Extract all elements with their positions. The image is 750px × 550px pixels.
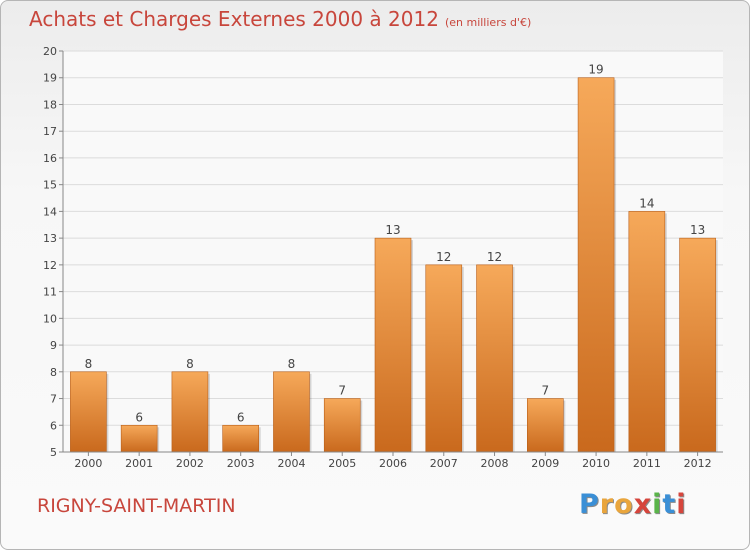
y-tick-label: 14 bbox=[43, 205, 57, 218]
x-tick-label: 2005 bbox=[328, 457, 356, 470]
logo-letter: i bbox=[652, 489, 663, 520]
y-tick-label: 13 bbox=[43, 232, 57, 245]
bar-2004 bbox=[273, 371, 310, 453]
x-tick-label: 2003 bbox=[227, 457, 255, 470]
x-tick-label: 2009 bbox=[531, 457, 559, 470]
y-tick-label: 12 bbox=[43, 259, 57, 272]
data-label: 14 bbox=[639, 196, 654, 210]
x-tick-label: 2011 bbox=[633, 457, 661, 470]
bar-2002 bbox=[171, 371, 209, 453]
y-tick-label: 7 bbox=[50, 393, 57, 406]
y-tick-label: 5 bbox=[50, 446, 57, 459]
x-tick-label: 2008 bbox=[481, 457, 509, 470]
bar-2010 bbox=[577, 77, 615, 453]
x-tick-label: 2000 bbox=[74, 457, 102, 470]
bar-2000 bbox=[70, 371, 107, 453]
y-tick-label: 20 bbox=[43, 45, 57, 58]
bar-2008 bbox=[476, 264, 513, 453]
bars: 8 6 8 6 8 7 13 12 12 7 19 14 13 bbox=[70, 63, 718, 453]
y-tick-label: 8 bbox=[50, 366, 57, 379]
y-tick-label: 18 bbox=[43, 98, 57, 111]
proxiti-logo: Proxiti bbox=[579, 489, 687, 520]
data-label: 7 bbox=[338, 384, 346, 398]
y-tick-label: 6 bbox=[50, 419, 57, 432]
x-tick-label: 2004 bbox=[277, 457, 305, 470]
y-tick-label: 10 bbox=[43, 312, 57, 325]
location-label: RIGNY-SAINT-MARTIN bbox=[37, 495, 236, 517]
data-label: 19 bbox=[588, 63, 603, 77]
data-label: 8 bbox=[186, 357, 194, 371]
data-label: 12 bbox=[487, 250, 502, 264]
bar-2001 bbox=[120, 424, 158, 453]
y-tick-label: 15 bbox=[43, 179, 57, 192]
y-tick-label: 9 bbox=[50, 339, 57, 352]
x-tick-label: 2001 bbox=[125, 457, 153, 470]
data-label: 6 bbox=[237, 410, 245, 424]
x-tick-label: 2006 bbox=[379, 457, 407, 470]
chart-title: Achats et Charges Externes 2000 à 2012 (e… bbox=[29, 7, 531, 31]
bar-2003 bbox=[222, 424, 259, 453]
data-label: 7 bbox=[541, 384, 549, 398]
y-axis: 5 6 7 8 9 10 11 12 13 14 15 16 17 18 19 20 bbox=[43, 45, 64, 459]
logo-letter: i bbox=[676, 489, 687, 520]
logo-letter: o bbox=[614, 489, 634, 520]
x-tick-label: 2002 bbox=[176, 457, 204, 470]
title-text: Achats et Charges Externes 2000 à 2012 bbox=[29, 7, 439, 31]
bar-2009 bbox=[527, 398, 564, 453]
y-tick-label: 19 bbox=[43, 72, 57, 85]
bar-2011 bbox=[628, 211, 666, 453]
bar-2006 bbox=[374, 237, 412, 453]
data-label: 13 bbox=[690, 223, 705, 237]
data-label: 8 bbox=[85, 357, 93, 371]
y-tick-label: 17 bbox=[43, 125, 57, 138]
data-label: 12 bbox=[436, 250, 451, 264]
logo-letter: r bbox=[599, 489, 615, 520]
data-label: 13 bbox=[385, 223, 400, 237]
bar-2005 bbox=[323, 398, 361, 453]
x-axis: 2000 2001 2002 2003 2004 2005 2006 2007 2008 2009… bbox=[63, 451, 723, 470]
data-label: 6 bbox=[135, 410, 143, 424]
x-tick-label: 2010 bbox=[582, 457, 610, 470]
x-tick-label: 2012 bbox=[684, 457, 712, 470]
y-tick-label: 16 bbox=[43, 152, 57, 165]
y-tick-label: 11 bbox=[43, 286, 57, 299]
x-tick-label: 2007 bbox=[430, 457, 458, 470]
logo-letter: t bbox=[662, 489, 677, 520]
bar-2007 bbox=[425, 264, 463, 453]
title-unit: (en milliers d'€) bbox=[444, 16, 532, 29]
data-label: 8 bbox=[288, 357, 296, 371]
logo-letter: x bbox=[633, 489, 653, 520]
bar-2012 bbox=[679, 237, 716, 453]
logo-letter: P bbox=[579, 489, 600, 520]
